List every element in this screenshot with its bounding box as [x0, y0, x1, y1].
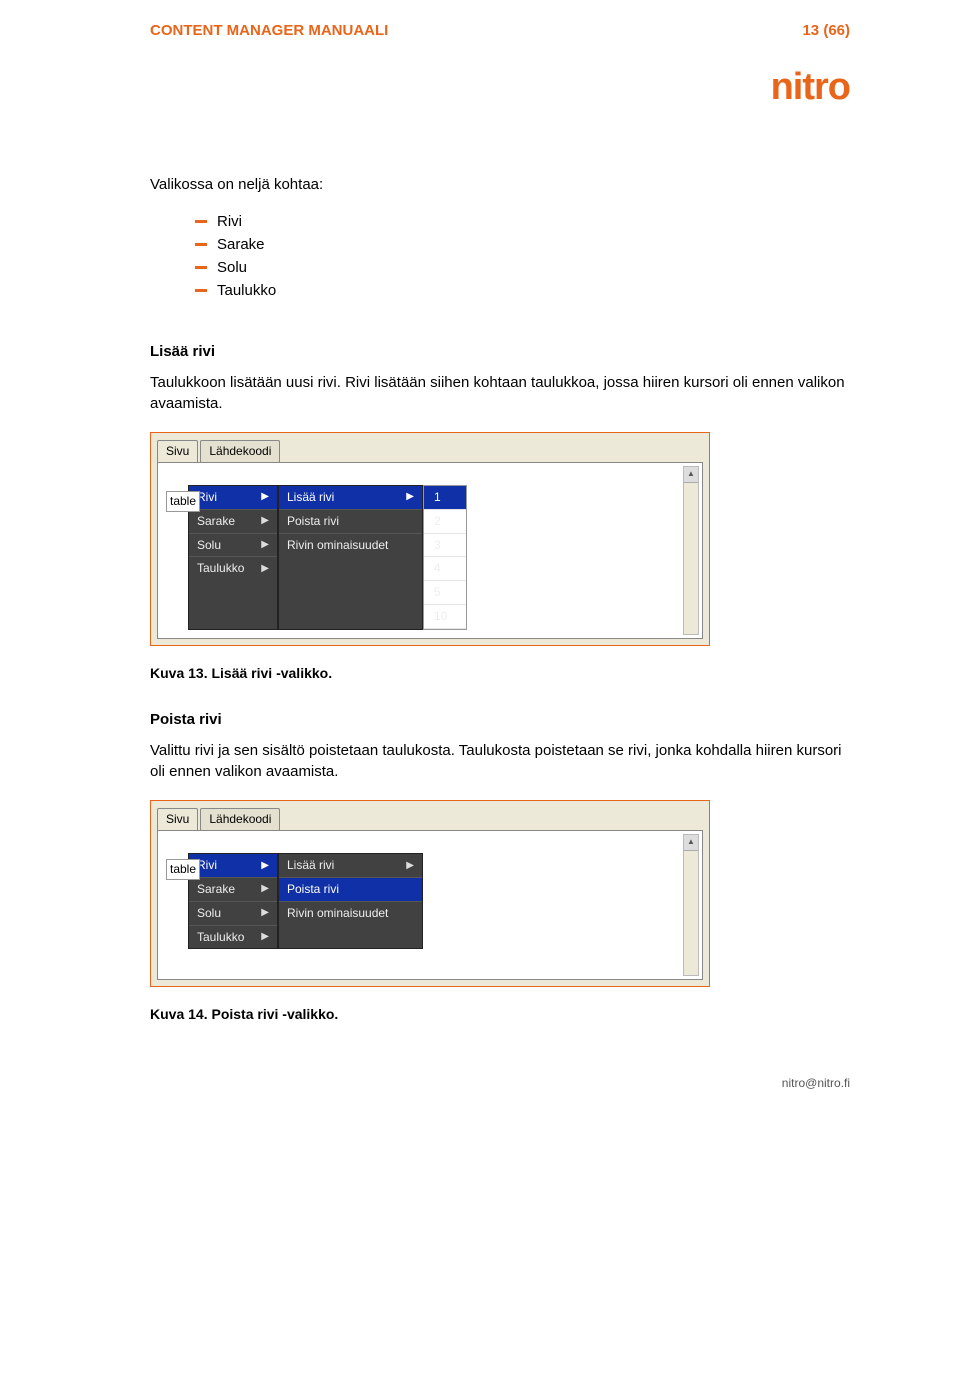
tab-sivu[interactable]: Sivu	[157, 808, 198, 830]
logo-text: nitro	[771, 61, 850, 114]
menu-item-number[interactable]: 2	[424, 510, 466, 534]
page-header: CONTENT MANAGER MANUAALI 13 (66)	[150, 20, 850, 41]
tab-lahdekoodi[interactable]: Lähdekoodi	[200, 808, 280, 830]
bullet-item: Taulukko	[195, 280, 850, 301]
footer-email: nitro@nitro.fi	[782, 1075, 850, 1092]
menu-item[interactable]: Poista rivi	[279, 510, 422, 534]
context-menu: Rivi▶Sarake▶Solu▶Taulukko▶ Lisää rivi▶Po…	[188, 853, 694, 949]
editor-tabs: Sivu Lähdekoodi	[151, 801, 709, 830]
menu-item-number[interactable]: 1	[424, 486, 466, 510]
bullet-list: Rivi Sarake Solu Taulukko	[150, 211, 850, 301]
figure-caption: Kuva 14. Poista rivi -valikko.	[150, 1005, 850, 1025]
header-title: CONTENT MANAGER MANUAALI	[150, 20, 388, 41]
chevron-right-icon: ▶	[261, 882, 269, 896]
menu-item-number[interactable]: 3	[424, 534, 466, 558]
chevron-right-icon: ▶	[261, 859, 269, 873]
scroll-up-icon[interactable]: ▲	[684, 835, 698, 851]
menu-item[interactable]: Taulukko▶	[189, 557, 277, 580]
section-body: Valittu rivi ja sen sisältö poistetaan t…	[150, 740, 850, 782]
header-page-number: 13 (66)	[802, 20, 850, 41]
screenshot-poista-rivi: Sivu Lähdekoodi ▲ table Rivi▶Sarake▶Solu…	[150, 800, 710, 987]
chevron-right-icon: ▶	[261, 490, 269, 504]
chevron-right-icon: ▶	[261, 562, 269, 576]
menu-item[interactable]: Sarake▶	[189, 510, 277, 534]
menu-item[interactable]: Lisää rivi▶	[279, 486, 422, 510]
menu-item[interactable]: Solu▶	[189, 902, 277, 926]
editor-tabs: Sivu Lähdekoodi	[151, 433, 709, 462]
chevron-right-icon: ▶	[261, 930, 269, 944]
intro-text: Valikossa on neljä kohtaa:	[150, 174, 850, 195]
chevron-right-icon: ▶	[406, 490, 414, 504]
context-submenu-rivi: Lisää rivi▶Poista riviRivin ominaisuudet	[278, 853, 423, 949]
menu-item[interactable]: Rivin ominaisuudet	[279, 534, 422, 557]
menu-item[interactable]: Rivi▶	[189, 854, 277, 878]
figure-caption: Kuva 13. Lisää rivi -valikko.	[150, 664, 850, 684]
tab-lahdekoodi[interactable]: Lähdekoodi	[200, 440, 280, 462]
section-heading-lisaa-rivi: Lisää rivi	[150, 341, 850, 362]
tab-sivu[interactable]: Sivu	[157, 440, 198, 462]
bullet-item: Sarake	[195, 234, 850, 255]
chevron-right-icon: ▶	[261, 906, 269, 920]
table-label: table	[166, 491, 200, 512]
menu-item[interactable]: Sarake▶	[189, 878, 277, 902]
section-heading-poista-rivi: Poista rivi	[150, 709, 850, 730]
menu-item-number[interactable]: 10	[424, 605, 466, 629]
bullet-item: Rivi	[195, 211, 850, 232]
chevron-right-icon: ▶	[406, 859, 414, 873]
menu-item[interactable]: Solu▶	[189, 534, 277, 558]
menu-item-number[interactable]: 4	[424, 557, 466, 581]
screenshot-lisaa-rivi: Sivu Lähdekoodi ▲ table Rivi▶Sarake▶Solu…	[150, 432, 710, 646]
menu-item[interactable]: Rivi▶	[189, 486, 277, 510]
nitro-logo: nitro	[150, 61, 850, 114]
editor-area: ▲ table Rivi▶Sarake▶Solu▶Taulukko▶ Lisää…	[157, 462, 703, 639]
menu-item[interactable]: Poista rivi	[279, 878, 422, 902]
chevron-right-icon: ▶	[261, 538, 269, 552]
menu-item-number[interactable]: 5	[424, 581, 466, 605]
page-footer: nitro@nitro.fi	[150, 1075, 850, 1092]
menu-item[interactable]: Rivin ominaisuudet	[279, 902, 422, 925]
table-label: table	[166, 859, 200, 880]
scroll-up-icon[interactable]: ▲	[684, 467, 698, 483]
bullet-item: Solu	[195, 257, 850, 278]
section-body: Taulukkoon lisätään uusi rivi. Rivi lisä…	[150, 372, 850, 414]
context-submenu-rivi: Lisää rivi▶Poista riviRivin ominaisuudet	[278, 485, 423, 630]
menu-item[interactable]: Lisää rivi▶	[279, 854, 422, 878]
context-menu-main: Rivi▶Sarake▶Solu▶Taulukko▶	[188, 853, 278, 949]
context-menu-main: Rivi▶Sarake▶Solu▶Taulukko▶	[188, 485, 278, 630]
chevron-right-icon: ▶	[261, 514, 269, 528]
context-submenu-numbers: 1234510	[423, 485, 467, 630]
menu-item[interactable]: Taulukko▶	[189, 926, 277, 949]
context-menu: Rivi▶Sarake▶Solu▶Taulukko▶ Lisää rivi▶Po…	[188, 485, 694, 630]
editor-area: ▲ table Rivi▶Sarake▶Solu▶Taulukko▶ Lisää…	[157, 830, 703, 980]
